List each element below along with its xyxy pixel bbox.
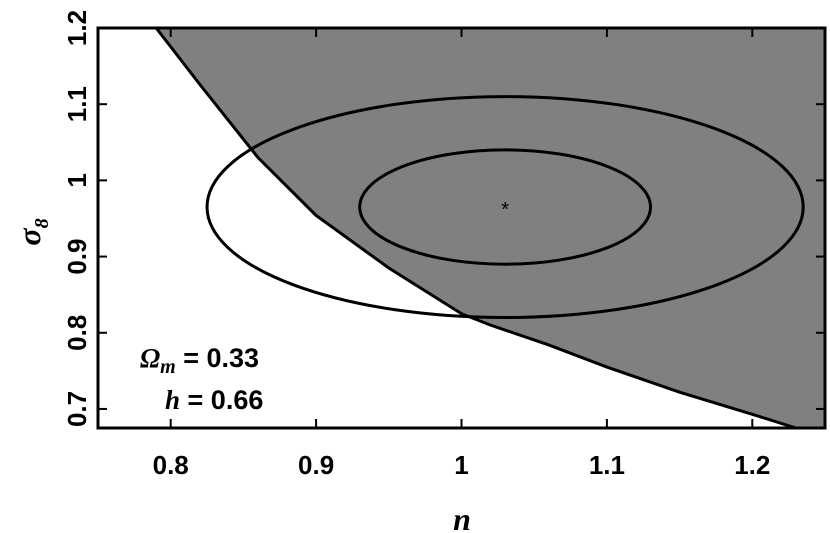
confidence-ellipse-inner xyxy=(358,148,653,266)
svg-text:σ8: σ8 xyxy=(11,218,53,245)
shaded-region xyxy=(156,28,825,428)
confidence-ellipse-outer xyxy=(205,95,805,320)
annotation-omega-m: Ωm = 0.33 xyxy=(140,343,259,378)
y-axis-label-subscript: 8 xyxy=(31,218,53,228)
x-tick-label: 0.9 xyxy=(298,450,334,480)
y-tick-label: 0.7 xyxy=(62,391,92,427)
y-tick-label: 0.9 xyxy=(62,238,92,274)
x-tick-label: 1.2 xyxy=(734,450,770,480)
best-fit-marker: * xyxy=(501,199,509,221)
x-axis-label: n xyxy=(453,501,471,533)
parameter-annotations: Ωm = 0.33 h = 0.66 xyxy=(140,343,263,415)
y-tick-label: 1 xyxy=(62,173,92,187)
region-boundary-curve xyxy=(154,28,797,428)
x-tick-label: 0.8 xyxy=(153,450,189,480)
axis-ticks: 0.8 0.9 1 1.1 1.2 0.7 0.8 0.9 1 1.1 1.2 xyxy=(62,10,825,480)
plot-clip-group: * xyxy=(154,28,825,428)
y-axis-label: σ8 xyxy=(11,218,53,245)
x-tick-label: 1 xyxy=(454,450,468,480)
y-tick-label: 0.8 xyxy=(62,315,92,351)
annotation-h: h = 0.66 xyxy=(165,385,263,415)
y-axis-label-symbol: σ xyxy=(11,228,47,246)
y-tick-label: 1.2 xyxy=(62,10,92,46)
y-tick-label: 1.1 xyxy=(62,86,92,122)
x-tick-label: 1.1 xyxy=(589,450,625,480)
